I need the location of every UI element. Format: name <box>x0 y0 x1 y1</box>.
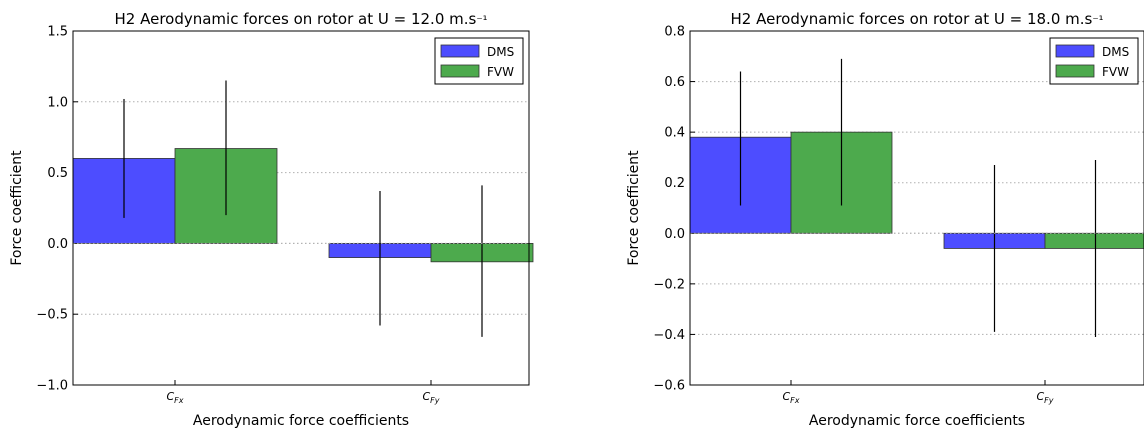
legend-label-dms: DMS <box>487 45 514 59</box>
chart-title-1: H2 Aerodynamic forces on rotor at U = 18… <box>731 10 1104 28</box>
legend-1: DMS FVW <box>1049 37 1139 85</box>
y-tick-label: 0.0 <box>47 237 68 252</box>
chart-panel-0: −1.0 −0.5 0.0 0.5 1.0 1.5 CFx CFy H2 Aerodynamic… <box>9 10 534 429</box>
y-tick-label: 0.2 <box>664 176 685 191</box>
axes-frame <box>689 30 1144 386</box>
legend-swatch-fvw <box>1055 64 1095 78</box>
y-tick-label: 0.6 <box>664 75 685 90</box>
legend-label-fvw: FVW <box>487 65 514 79</box>
y-axis-label-1: Force coefficient <box>626 150 642 266</box>
y-tick-label: 0.5 <box>47 166 68 181</box>
legend-swatch-dms <box>440 44 480 58</box>
category-label-1-1: CFy <box>1036 390 1053 405</box>
bar-fvw-c_fy <box>1044 232 1144 249</box>
y-tick-label: −0.2 <box>653 277 685 292</box>
chart-title-0: H2 Aerodynamic forces on rotor at U = 12… <box>115 10 488 28</box>
y-tick-label: −0.4 <box>653 328 685 343</box>
legend-label-fvw: FVW <box>1102 65 1129 79</box>
x-axis-label-0: Aerodynamic force coefficients <box>193 413 409 429</box>
y-tick-label: 0.8 <box>664 25 685 40</box>
x-axis-label-1: Aerodynamic force coefficients <box>809 413 1025 429</box>
y-tick-label: 1.5 <box>47 25 68 40</box>
y-tick-label: −0.6 <box>653 379 685 394</box>
legend-0: DMS FVW <box>434 37 524 85</box>
y-tick-label: 0.0 <box>664 227 685 242</box>
category-label-0-0: CFx <box>166 390 183 405</box>
legend-swatch-dms <box>1055 44 1095 58</box>
legend-label-dms: DMS <box>1102 45 1129 59</box>
y-tick-label: −1.0 <box>36 379 68 394</box>
y-axis-label-0: Force coefficient <box>9 150 25 266</box>
category-label-1-0: CFx <box>782 390 799 405</box>
chart-panel-1: −0.6 −0.4 −0.2 0.0 0.2 0.4 0.6 0.8 CFx CFy H2 Aero… <box>626 10 1144 429</box>
y-tick-label: 1.0 <box>47 95 68 110</box>
category-label-0-1: CFy <box>422 390 439 405</box>
axes-frame <box>72 30 530 386</box>
legend-swatch-fvw <box>440 64 480 78</box>
y-tick-label: 0.4 <box>664 126 685 141</box>
y-tick-label: −0.5 <box>36 308 68 323</box>
